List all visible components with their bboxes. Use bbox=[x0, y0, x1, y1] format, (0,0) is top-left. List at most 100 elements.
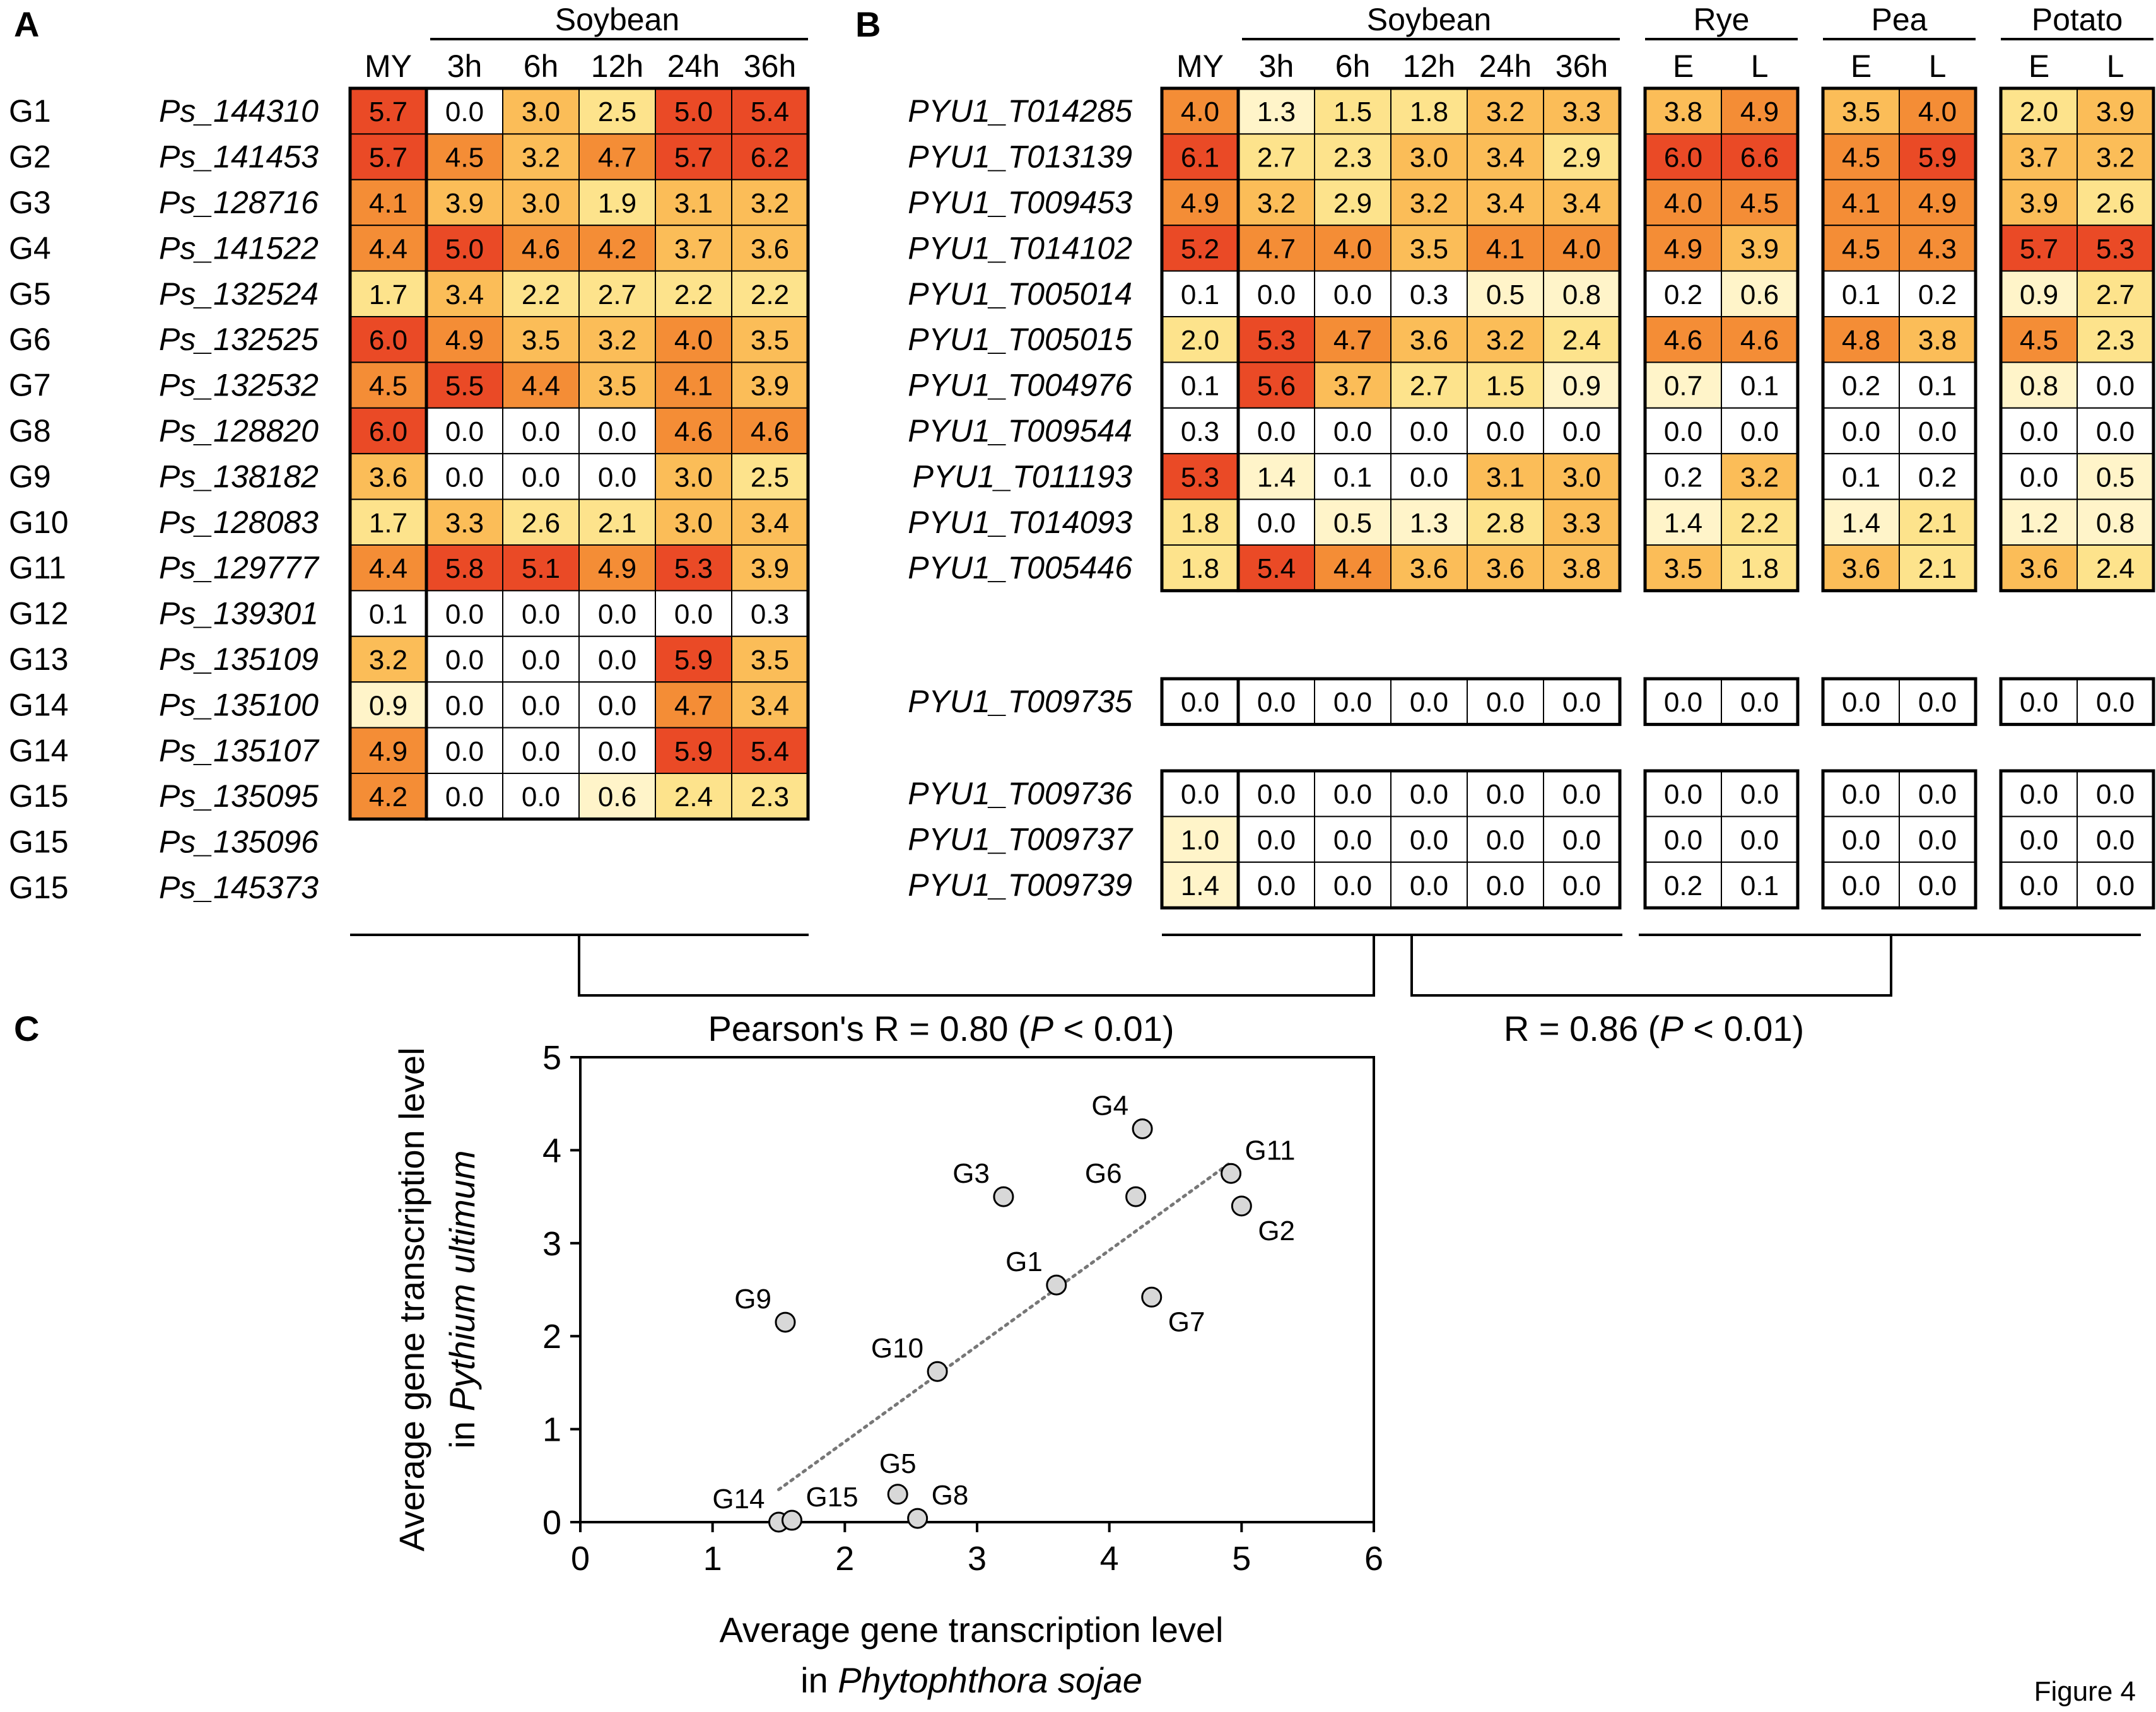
panel-a-group-label: G5 bbox=[9, 276, 51, 312]
panel-c-scatter: Average gene transcription level in Phyt… bbox=[392, 1039, 1383, 1700]
panel-b-host-border bbox=[1821, 86, 1977, 592]
panel-b-cell-value: 1.4 bbox=[1664, 508, 1702, 539]
panel-b-cell-value: 0.0 bbox=[2020, 825, 2058, 856]
panel-b-cell-value: 2.6 bbox=[2096, 188, 2135, 219]
panel-b-heat-cell bbox=[1467, 816, 1544, 863]
panel-a-heat-cell bbox=[578, 316, 656, 363]
panel-b-cell-value: 0.5 bbox=[1333, 508, 1372, 539]
panel-b-cell-value: 5.9 bbox=[1918, 143, 1957, 173]
panel-a-letter: A bbox=[14, 4, 39, 44]
panel-b-heat-cell bbox=[1822, 133, 1900, 180]
panel-a-cell-value: 5.4 bbox=[751, 736, 789, 767]
panel-b-heat-cell bbox=[1644, 179, 1722, 226]
panel-b-heat-cell bbox=[1314, 770, 1391, 818]
panel-a-heat-cell bbox=[426, 407, 503, 455]
panel-b-heat-cell bbox=[1161, 770, 1239, 818]
panel-a-cell-value: 4.2 bbox=[369, 782, 407, 812]
scatter-point-label: G9 bbox=[734, 1284, 771, 1315]
panel-b-cell-value: 2.1 bbox=[1918, 553, 1957, 584]
panel-b-cell-value: 1.8 bbox=[1410, 97, 1448, 127]
panel-b-cell-value: 3.5 bbox=[1410, 233, 1448, 264]
panel-b-heat-cell bbox=[1721, 270, 1798, 318]
panel-b-heat-cell bbox=[1899, 498, 1976, 546]
panel-a-cell-value: 3.9 bbox=[445, 188, 484, 219]
panel-b-cell-value: 0.0 bbox=[1257, 687, 1296, 718]
panel-a-heat-cell bbox=[502, 270, 580, 318]
panel-a-cell-value: 0.0 bbox=[598, 416, 636, 447]
panel-b-cell-value: 3.2 bbox=[1486, 97, 1525, 127]
panel-b-cell-value: 0.1 bbox=[1181, 371, 1219, 402]
panel-b-cell-value: 0.0 bbox=[1257, 279, 1296, 310]
panel-b-cell-value: 0.0 bbox=[1740, 416, 1779, 447]
panel-b-cell-value: 2.9 bbox=[1333, 188, 1372, 219]
panel-b-cell-value: 0.6 bbox=[1740, 279, 1779, 310]
panel-b-heat-cell bbox=[1822, 316, 1900, 363]
panel-b-heat-cell bbox=[2000, 270, 2078, 318]
panel-b-host-border bbox=[1643, 769, 1800, 910]
panel-b-cell-value: 4.1 bbox=[1486, 233, 1525, 264]
figure-label: Figure 4 bbox=[2034, 1676, 2136, 1707]
panel-a-cell-value: 5.1 bbox=[522, 553, 560, 584]
panel-a-cell-value: 2.6 bbox=[522, 508, 560, 539]
panel-a-cell-value: 3.2 bbox=[751, 188, 789, 219]
panel-a-cell-value: 4.5 bbox=[369, 371, 407, 402]
panel-a-group-label: G14 bbox=[9, 733, 69, 768]
panel-a-cell-value: 5.7 bbox=[369, 97, 407, 127]
panel-a-cell-value: 3.5 bbox=[522, 325, 560, 356]
scatter-point-label: G4 bbox=[1091, 1090, 1128, 1121]
x-tick-label: 2 bbox=[835, 1540, 854, 1578]
panel-a-heat-cell bbox=[655, 270, 732, 318]
panel-b-cell-value: 0.0 bbox=[1410, 871, 1448, 901]
panel-b-heat-cell bbox=[1314, 133, 1391, 180]
panel-b-cell-value: 0.0 bbox=[1664, 687, 1702, 718]
panel-b-column-header: E bbox=[2029, 49, 2049, 84]
panel-a-heat-cell bbox=[655, 316, 732, 363]
panel-a-cell-value: 0.0 bbox=[522, 645, 560, 676]
panel-b-cell-value: 0.0 bbox=[2096, 825, 2135, 856]
panel-a-heat-cell bbox=[731, 727, 809, 774]
panel-b-cell-value: 4.5 bbox=[1842, 233, 1880, 264]
panel-b-cell-value: 3.1 bbox=[1486, 462, 1525, 493]
panel-b-heat-cell bbox=[1467, 179, 1544, 226]
y-tick-label: 2 bbox=[542, 1318, 561, 1356]
panel-b-cell-value: 0.0 bbox=[2020, 871, 2058, 901]
panel-b-heat-cell bbox=[1390, 407, 1468, 455]
panel-b-heat-cell bbox=[1314, 179, 1391, 226]
panel-b-cell-value: 5.4 bbox=[1257, 553, 1296, 584]
scatter-point-label: G11 bbox=[1245, 1135, 1296, 1166]
panel-a-heat-cell bbox=[349, 590, 427, 637]
panel-b-cell-value: 3.0 bbox=[1410, 143, 1448, 173]
panel-b-heat-cell bbox=[2000, 861, 2078, 909]
panel-b-heat-cell bbox=[1390, 498, 1468, 546]
panel-b-cell-value: 0.0 bbox=[1410, 462, 1448, 493]
panel-b-cell-value: 0.0 bbox=[1333, 825, 1372, 856]
scatter-point-label: G10 bbox=[871, 1333, 923, 1364]
panel-a-cell-value: 2.5 bbox=[751, 462, 789, 493]
panel-a-cell-value: 5.8 bbox=[445, 553, 484, 584]
panel-a-gene-id: Ps_145373 bbox=[159, 870, 319, 905]
panel-b-heat-cell bbox=[1467, 270, 1544, 318]
panel-b-gene-id: PYU1_T014102 bbox=[908, 230, 1132, 266]
panel-b-cell-value: 0.0 bbox=[1333, 416, 1372, 447]
panel-b-cell-value: 3.9 bbox=[2096, 97, 2135, 127]
panel-b-host-border bbox=[1643, 86, 1800, 592]
panel-b-cell-value: 0.0 bbox=[1486, 871, 1525, 901]
panel-b-cell-value: 1.4 bbox=[1842, 508, 1880, 539]
scatter-point bbox=[907, 1508, 929, 1529]
panel-b-group-title: Rye bbox=[1694, 2, 1750, 37]
panel-b-cell-value: 3.9 bbox=[2020, 188, 2058, 219]
panel-b-heat-cell bbox=[1238, 361, 1315, 409]
panel-b-gene-id: PYU1_T014093 bbox=[908, 505, 1132, 540]
panel-b-cell-value: 0.0 bbox=[1918, 779, 1957, 810]
panel-b-heat-cell bbox=[1238, 179, 1315, 226]
panel-b-cell-value: 4.9 bbox=[1664, 233, 1702, 264]
panel-b-cell-value: 5.7 bbox=[2020, 233, 2058, 264]
panel-b-host-border bbox=[1643, 677, 1800, 726]
panel-b-cell-value: 0.0 bbox=[1562, 416, 1601, 447]
panel-a-cell-value: 5.7 bbox=[369, 143, 407, 173]
panel-b-heat-cell bbox=[2077, 179, 2154, 226]
panel-a-cell-value: 0.0 bbox=[445, 782, 484, 812]
panel-b-cell-value: 0.0 bbox=[1562, 687, 1601, 718]
panel-a-heat-cell bbox=[578, 773, 656, 820]
panel-a-heatmap: Soybean MY 3h 6h 12h 24h 36h G1 Ps_144310 5.7 0.0 3… bbox=[9, 2, 810, 905]
